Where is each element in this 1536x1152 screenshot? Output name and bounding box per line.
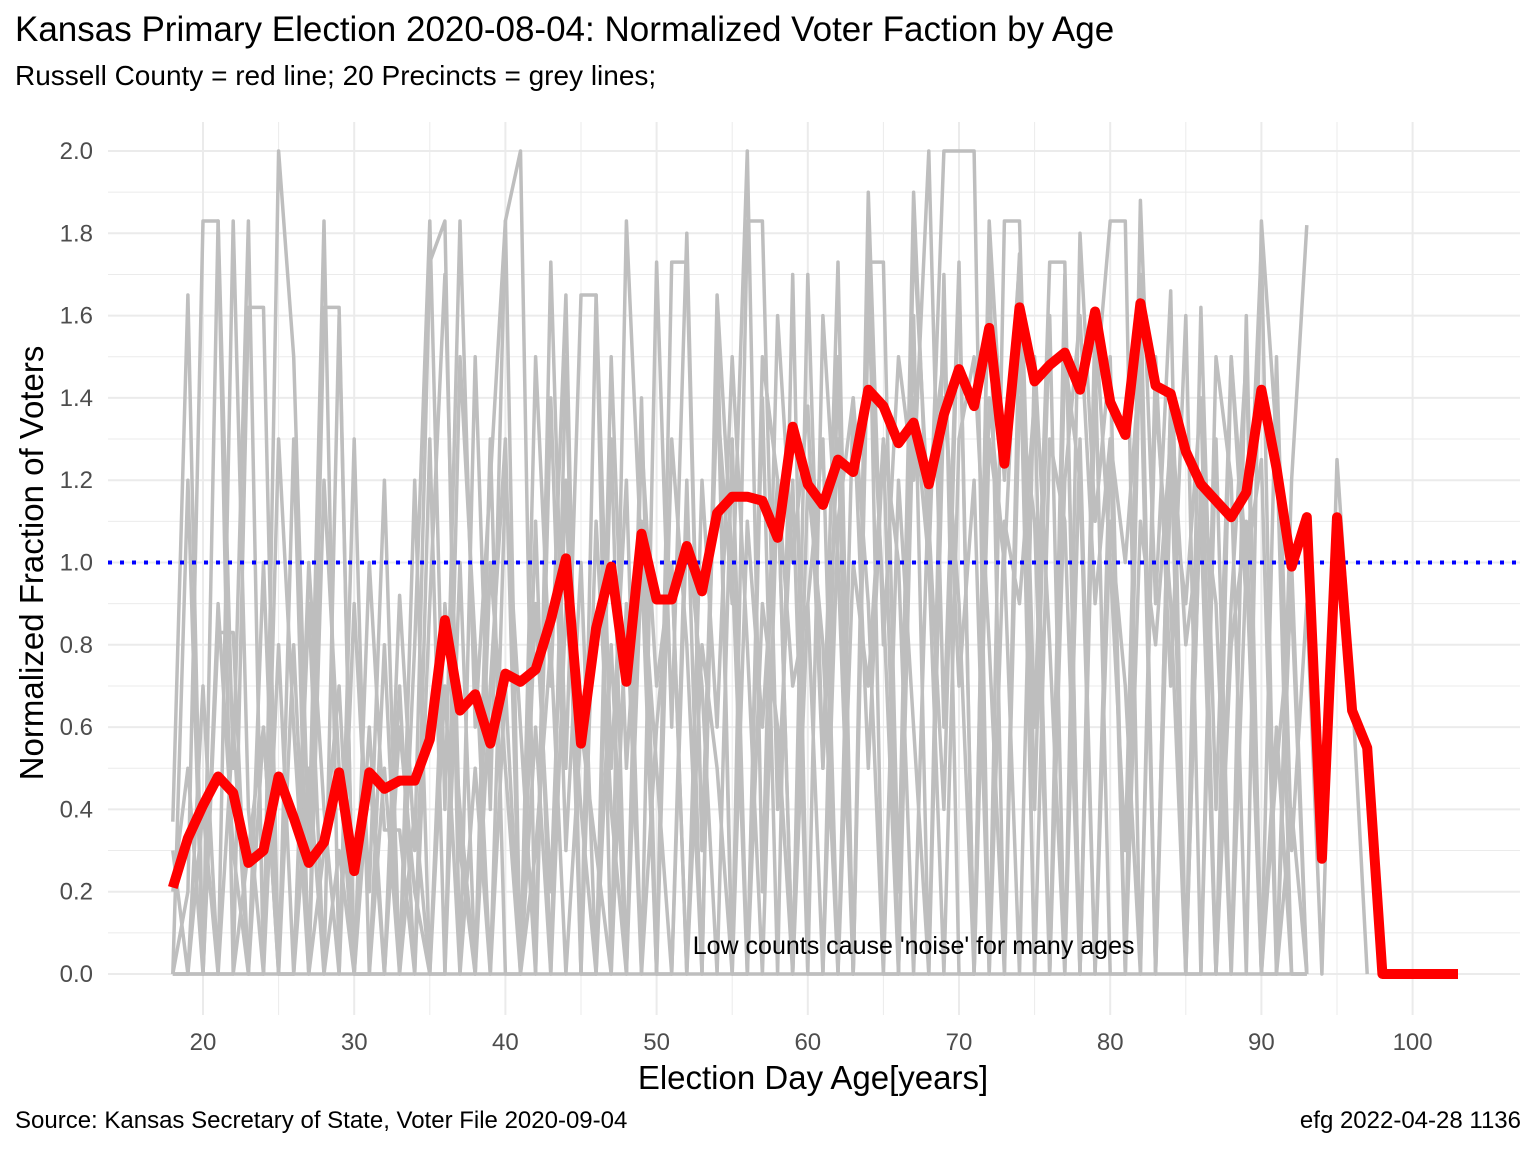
- x-tick-label: 40: [492, 1029, 519, 1056]
- y-tick-labels: 0.0 0.2 0.4 0.6 0.8 1.0 1.2 1.4 1.6 1.8 2.0: [60, 138, 93, 988]
- y-tick-label: 0.8: [60, 632, 93, 659]
- x-tick-label: 100: [1393, 1029, 1433, 1056]
- x-axis-title: Election Day Age[years]: [638, 1059, 988, 1096]
- chart-title: Kansas Primary Election 2020-08-04: Norm…: [15, 10, 1115, 49]
- source-caption: Source: Kansas Secretary of State, Voter…: [15, 1107, 628, 1134]
- county-series-group: [168, 298, 1458, 979]
- y-tick-label: 1.6: [60, 303, 93, 330]
- precinct-line-8: [171, 231, 1309, 976]
- y-axis-title: Normalized Fraction of Voters: [13, 346, 50, 781]
- chart-subtitle: Russell County = red line; 20 Precincts …: [15, 60, 657, 91]
- county-line: [168, 298, 1458, 979]
- x-tick-label: 20: [190, 1029, 217, 1056]
- x-tick-label: 80: [1097, 1029, 1124, 1056]
- x-tick-label: 60: [794, 1029, 821, 1056]
- y-tick-label: 1.4: [60, 385, 93, 412]
- x-tick-label: 50: [643, 1029, 670, 1056]
- y-tick-label: 0.2: [60, 879, 93, 906]
- x-tick-label: 30: [341, 1029, 368, 1056]
- y-tick-label: 2.0: [60, 138, 93, 165]
- x-tick-label: 90: [1248, 1029, 1275, 1056]
- precinct-line-7: [171, 355, 1309, 976]
- noise-annotation: Low counts cause 'noise' for many ages: [693, 932, 1135, 960]
- y-tick-label: 0.4: [60, 796, 93, 823]
- y-tick-label: 1.2: [60, 467, 93, 494]
- x-tick-labels: 20 30 40 50 60 70 80 90 100: [190, 1029, 1433, 1056]
- author-caption: efg 2022-04-28 1136: [1299, 1107, 1521, 1134]
- y-tick-label: 0.6: [60, 714, 93, 741]
- y-tick-label: 1.0: [60, 550, 93, 577]
- y-tick-label: 0.0: [60, 961, 93, 988]
- x-tick-label: 70: [946, 1029, 973, 1056]
- y-tick-label: 1.8: [60, 220, 93, 247]
